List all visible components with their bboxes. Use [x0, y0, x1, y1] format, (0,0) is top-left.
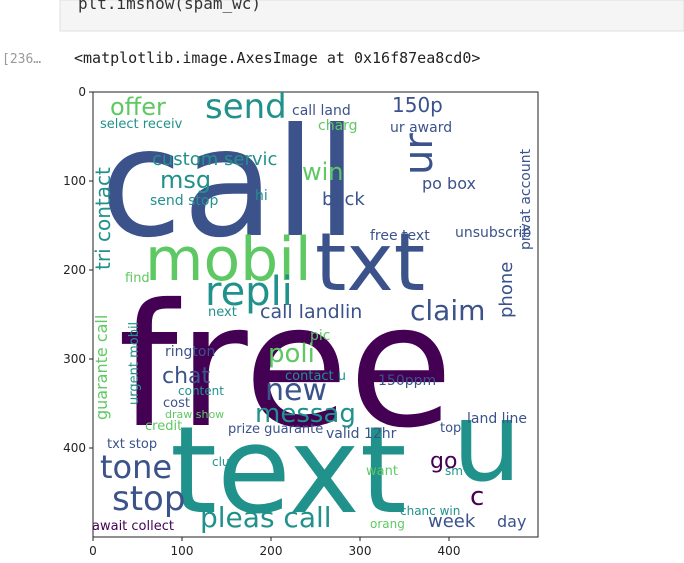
word: call: [100, 97, 358, 271]
word: custom servic: [152, 149, 277, 170]
word: want: [366, 464, 398, 479]
word: offer: [110, 93, 166, 121]
y-tick-label: 300: [63, 352, 86, 366]
word: new: [265, 373, 327, 408]
word: rington: [165, 344, 215, 360]
word: stop: [112, 479, 185, 519]
word: messag: [255, 399, 356, 429]
y-tick-label: 100: [63, 174, 86, 188]
y-tick-label: 400: [63, 441, 86, 455]
word: send stop: [150, 193, 218, 209]
word: txt stop: [107, 437, 157, 452]
word: c: [470, 482, 484, 512]
word: day: [497, 512, 526, 531]
word: back: [322, 189, 365, 210]
word: win: [302, 158, 344, 186]
axes-ticks: 0 100 200 300 400 0 100 200 300 400: [63, 85, 460, 558]
image-frame: [92, 91, 539, 538]
word: mobil: [145, 225, 312, 295]
word: msg: [160, 166, 211, 194]
word: ur: [396, 133, 442, 175]
code: plt.imshow(spam_wc): [78, 0, 261, 13]
output-text: <matplotlib.image.AxesImage at 0x16f87ea…: [74, 49, 480, 67]
word: land line: [467, 411, 527, 427]
word: content: [178, 384, 224, 398]
word: valid 12hr: [326, 426, 397, 442]
word: po box: [422, 174, 476, 193]
word: free text: [370, 228, 430, 244]
word: txt: [315, 216, 425, 309]
x-tick-label: 400: [438, 544, 461, 558]
word: privat account: [518, 148, 534, 250]
word: guarante call: [92, 315, 111, 420]
word: text: [170, 402, 407, 541]
word: poli: [268, 339, 315, 369]
word: tone: [100, 448, 172, 486]
word: chat: [162, 364, 211, 389]
word: tri contact: [91, 167, 115, 270]
word: unsubscrib: [455, 225, 531, 241]
y-tick-label: 200: [63, 263, 86, 277]
word: ur award: [390, 120, 452, 136]
x-tick-label: 0: [89, 544, 97, 558]
word: free: [118, 268, 453, 466]
word: send: [205, 87, 287, 127]
word: orang: [370, 517, 405, 531]
word: urgent mobil: [127, 322, 142, 405]
word: go: [430, 449, 457, 474]
word: prize guarante: [228, 422, 323, 437]
word: await collect: [92, 519, 174, 534]
y-tick-label: 0: [78, 85, 86, 99]
word: pic: [310, 328, 330, 344]
word: 150ppm: [378, 373, 436, 389]
word: charg: [318, 118, 358, 134]
x-tick-label: 300: [349, 544, 372, 558]
code-cell[interactable]: [59, 0, 684, 32]
word: 150p: [392, 93, 443, 117]
word: sm: [445, 464, 463, 478]
word: repli: [205, 269, 293, 315]
word: phone: [496, 262, 517, 318]
word: claim: [410, 294, 485, 327]
word: pleas call: [200, 501, 332, 534]
word: call landlin: [260, 301, 362, 323]
word: club: [212, 455, 237, 469]
x-tick-label: 200: [260, 544, 283, 558]
word: contact u: [285, 369, 346, 384]
word: u: [452, 378, 522, 506]
word: cost: [163, 396, 190, 411]
word: call land: [292, 103, 351, 119]
x-tick-label: 100: [171, 544, 194, 558]
word: next: [208, 305, 237, 320]
word: draw show: [165, 408, 224, 421]
word: week: [428, 511, 476, 532]
word: find: [125, 271, 150, 286]
prompt: [236…: [2, 52, 41, 67]
word: top: [440, 421, 461, 436]
word: select receiv: [100, 117, 183, 132]
word: chanc win: [400, 504, 460, 518]
word: hi: [255, 188, 268, 204]
word: credit: [145, 419, 182, 434]
